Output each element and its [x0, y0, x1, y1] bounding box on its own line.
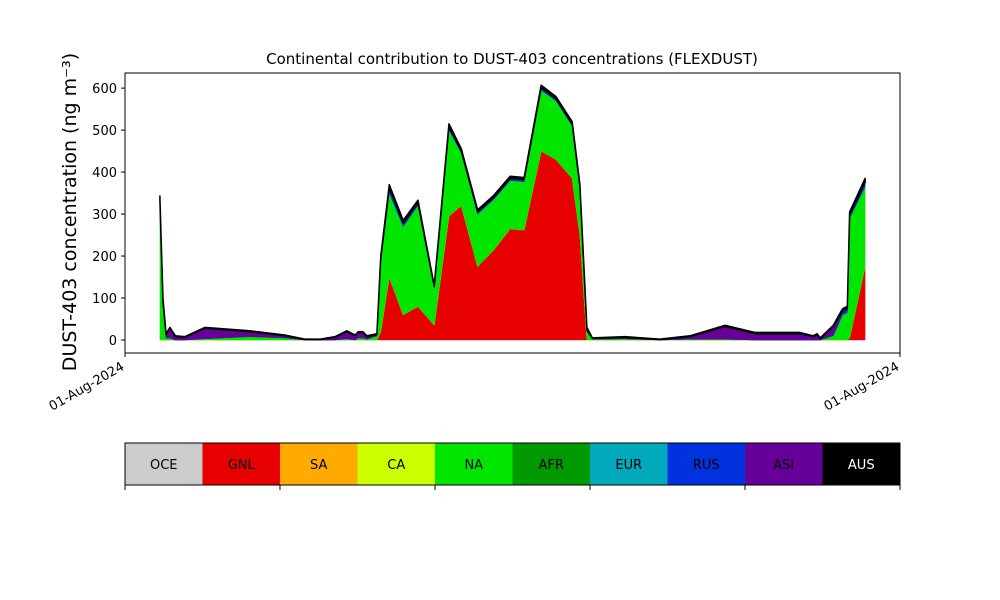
legend-label: CA [387, 458, 405, 473]
legend-label: NA [464, 458, 483, 473]
area [159, 84, 866, 341]
legend-swatch [512, 443, 590, 485]
plot-frame [124, 72, 901, 354]
legend-swatch [435, 443, 513, 485]
x-tick-label: 01-Aug-2024 [822, 359, 902, 414]
legend-frame [124, 442, 901, 486]
y-tick-label: 200 [92, 250, 117, 265]
legend-swatch [745, 443, 823, 485]
legend-swatch [125, 443, 203, 485]
legend-swatch [590, 443, 668, 485]
y-tick-label: 600 [92, 82, 117, 97]
legend-label: ASI [773, 458, 794, 473]
legend-label: OCE [150, 458, 178, 473]
legend-swatch [822, 443, 900, 485]
y-axis-label: DUST-403 concentration (ng m⁻³) [59, 53, 81, 371]
legend-label: SA [310, 458, 327, 473]
legend-swatch [357, 443, 435, 485]
y-tick-label: 300 [92, 208, 117, 223]
legend-swatch [202, 443, 280, 485]
legend-label: AFR [539, 458, 564, 473]
chart-title: Continental contribution to DUST-403 con… [266, 50, 758, 68]
y-tick-label: 400 [92, 166, 117, 181]
legend-label: GNL [228, 458, 256, 473]
legend-label: EUR [615, 458, 642, 473]
legend-swatch [667, 443, 745, 485]
legend-label: AUS [848, 458, 875, 473]
y-tick-label: 0 [109, 334, 117, 349]
y-tick-label: 500 [92, 124, 117, 139]
legend-label: RUS [693, 458, 720, 473]
legend-swatch [280, 443, 358, 485]
y-tick-label: 100 [92, 292, 117, 307]
